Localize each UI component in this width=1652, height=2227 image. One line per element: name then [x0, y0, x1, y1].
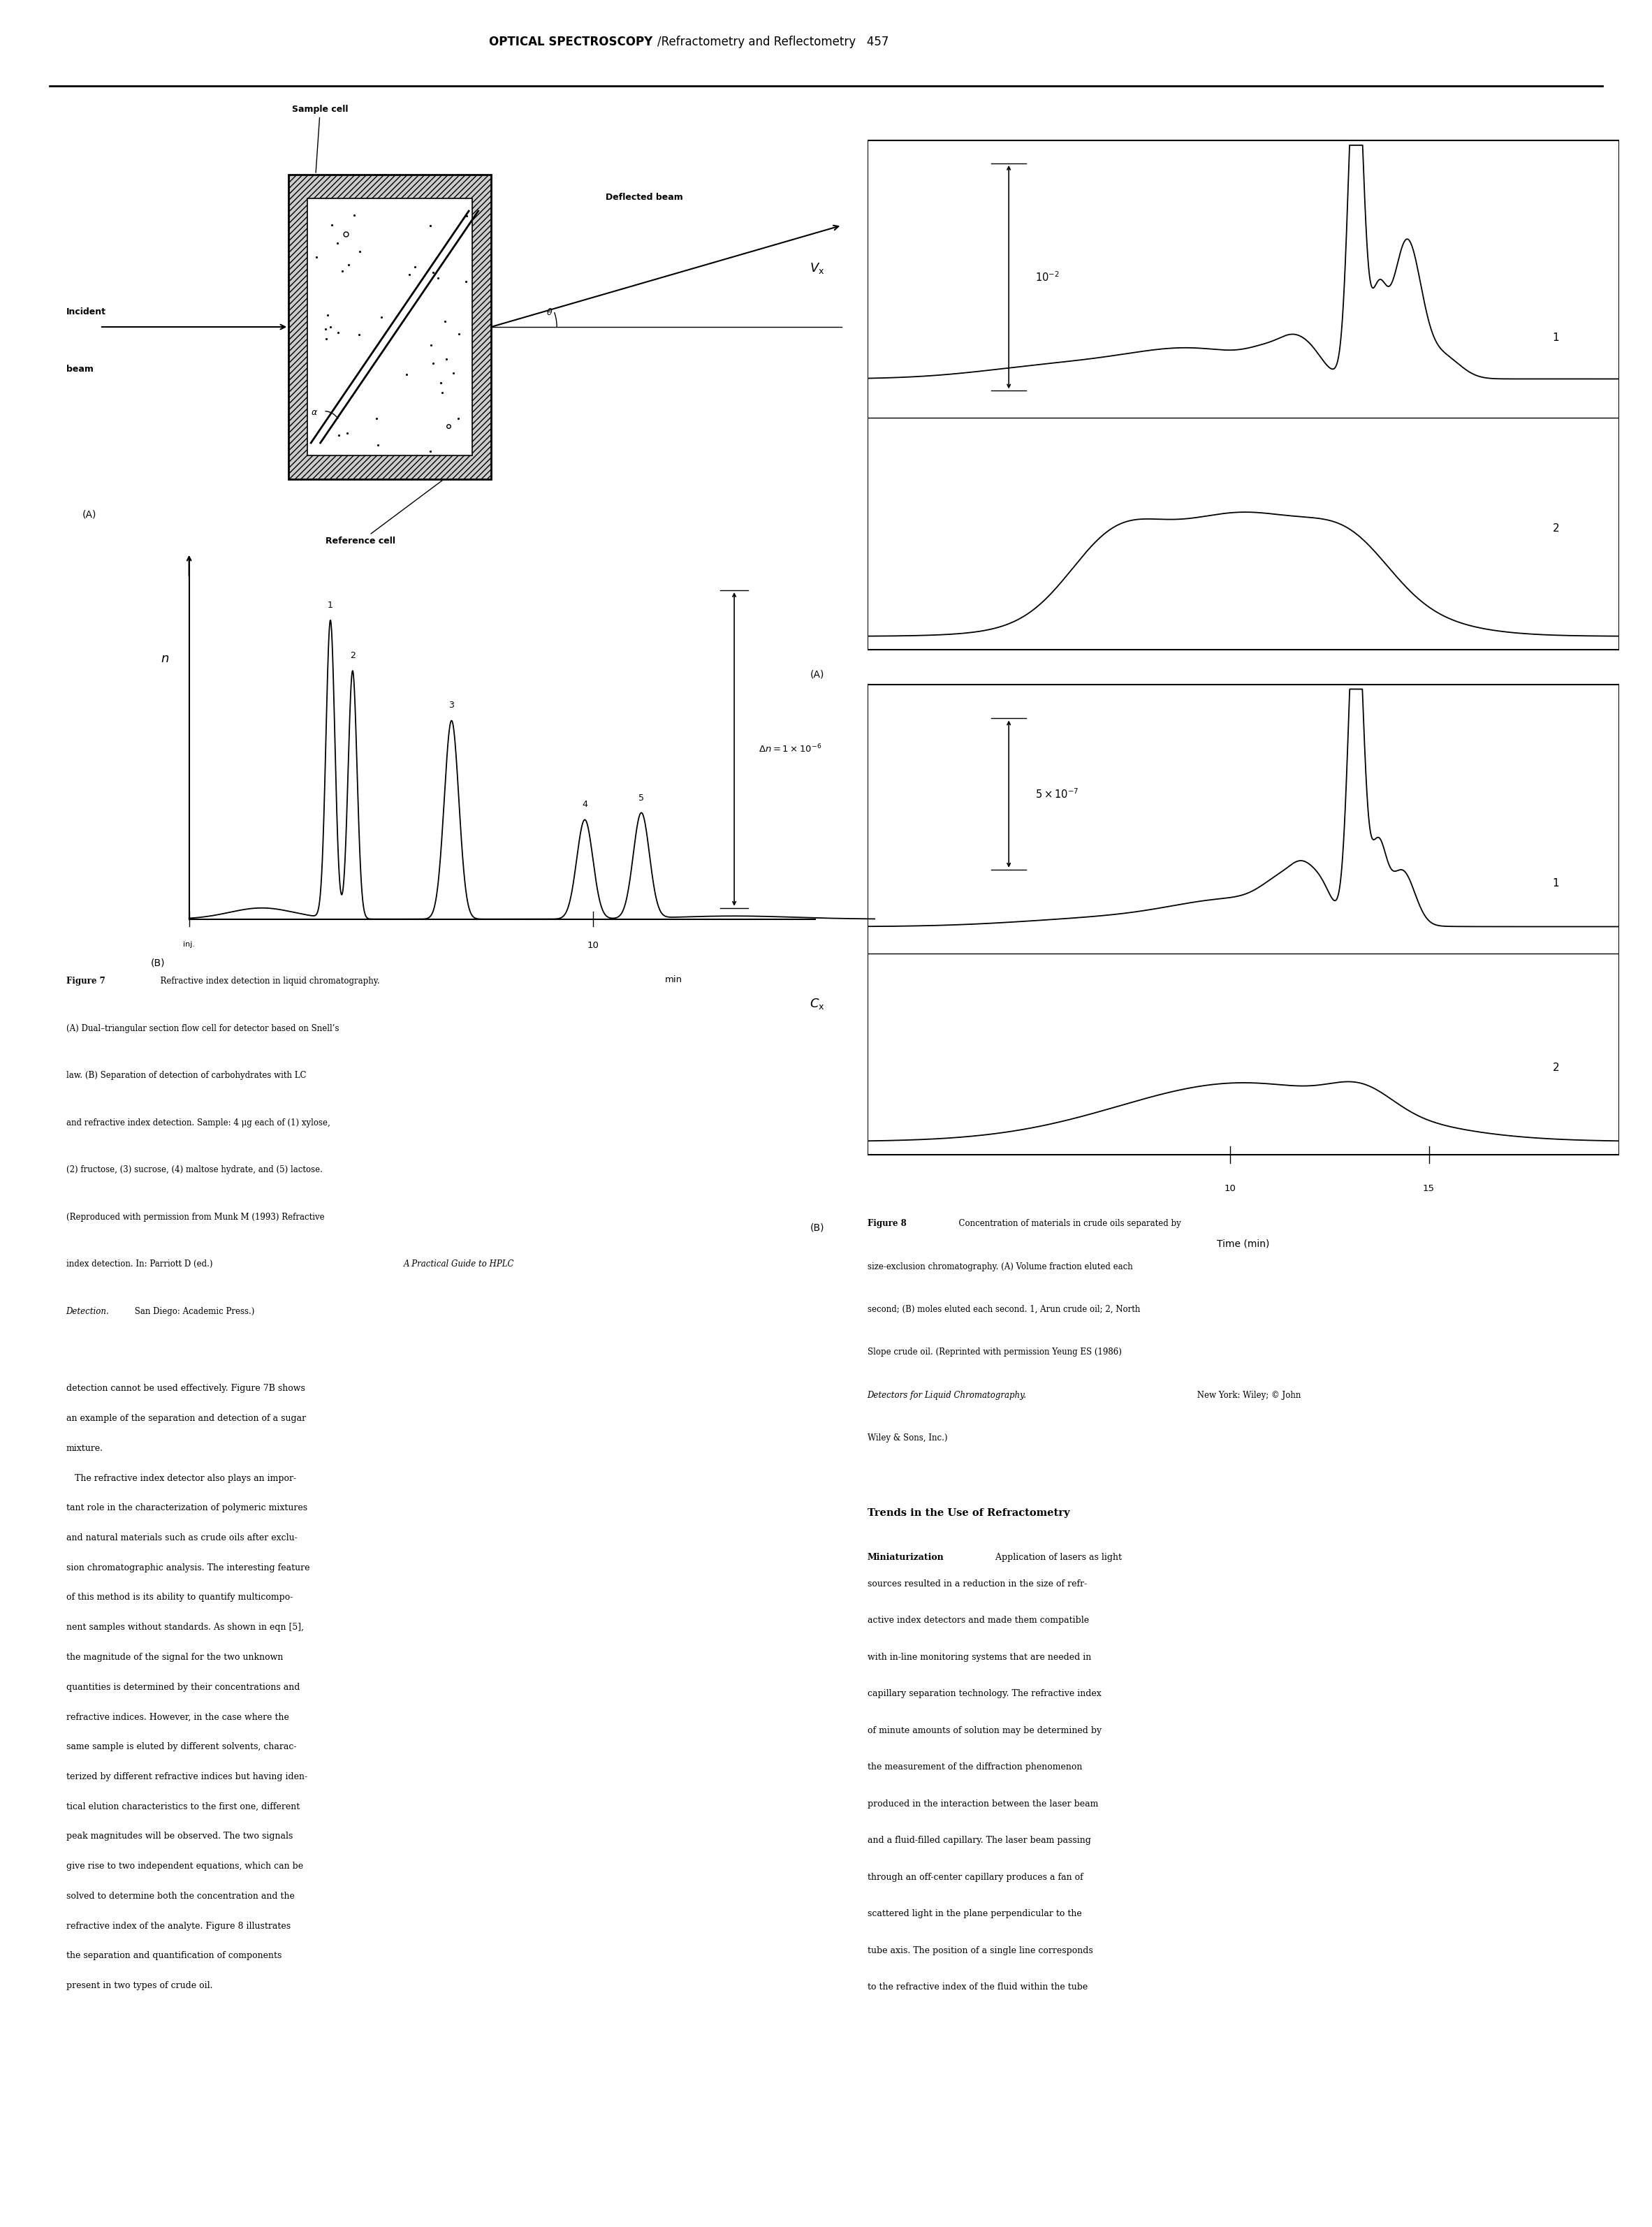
Text: $n$: $n$ — [160, 653, 169, 666]
Text: nent samples without standards. As shown in eqn [5],: nent samples without standards. As shown… — [66, 1623, 304, 1632]
Text: 3: 3 — [449, 699, 454, 710]
Text: inj.: inj. — [183, 940, 195, 949]
Text: (A): (A) — [83, 510, 96, 519]
Text: second; (B) moles eluted each second. 1, Arun crude oil; 2, North: second; (B) moles eluted each second. 1,… — [867, 1305, 1140, 1314]
Text: of this method is its ability to quantify multicompo-: of this method is its ability to quantif… — [66, 1592, 292, 1601]
Text: mixture.: mixture. — [66, 1443, 102, 1452]
Text: 2: 2 — [1553, 1062, 1559, 1073]
Text: the magnitude of the signal for the two unknown: the magnitude of the signal for the two … — [66, 1652, 282, 1661]
Text: and a fluid-filled capillary. The laser beam passing: and a fluid-filled capillary. The laser … — [867, 1835, 1090, 1846]
Text: $C_{\rm x}$: $C_{\rm x}$ — [809, 998, 824, 1011]
Text: 15: 15 — [1422, 1185, 1436, 1194]
Text: produced in the interaction between the laser beam: produced in the interaction between the … — [867, 1799, 1099, 1808]
Text: The refractive index detector also plays an impor-: The refractive index detector also plays… — [66, 1474, 296, 1483]
Text: sources resulted in a reduction in the size of refr-: sources resulted in a reduction in the s… — [867, 1579, 1087, 1588]
Text: tical elution characteristics to the first one, different: tical elution characteristics to the fir… — [66, 1802, 299, 1811]
Text: to the refractive index of the fluid within the tube: to the refractive index of the fluid wit… — [867, 1982, 1087, 1991]
Text: law. (B) Separation of detection of carbohydrates with LC: law. (B) Separation of detection of carb… — [66, 1071, 306, 1080]
Text: Miniaturization: Miniaturization — [867, 1552, 943, 1563]
Text: Deflected beam: Deflected beam — [606, 194, 682, 203]
Text: min: min — [664, 975, 682, 984]
Text: scattered light in the plane perpendicular to the: scattered light in the plane perpendicul… — [867, 1909, 1082, 1917]
Text: Trends in the Use of Refractometry: Trends in the Use of Refractometry — [867, 1508, 1069, 1519]
Text: 4: 4 — [582, 799, 588, 808]
Text: (A) Dual–triangular section flow cell for detector based on Snell’s: (A) Dual–triangular section flow cell fo… — [66, 1024, 339, 1033]
Text: $V_{\rm x}$: $V_{\rm x}$ — [809, 261, 824, 274]
Text: $\Delta n = 1 \times 10^{-6}$: $\Delta n = 1 \times 10^{-6}$ — [758, 744, 821, 755]
Text: New York: Wiley; © John: New York: Wiley; © John — [1194, 1390, 1300, 1401]
Text: (A): (A) — [809, 670, 824, 679]
Text: and refractive index detection. Sample: 4 μg each of (1) xylose,: and refractive index detection. Sample: … — [66, 1118, 330, 1127]
Bar — [307, 198, 472, 457]
Text: size-exclusion chromatography. (A) Volume fraction eluted each: size-exclusion chromatography. (A) Volum… — [867, 1263, 1133, 1272]
Text: Reference cell: Reference cell — [325, 481, 443, 546]
Text: (B): (B) — [150, 958, 165, 969]
Text: give rise to two independent equations, which can be: give rise to two independent equations, … — [66, 1862, 302, 1871]
Text: tant role in the characterization of polymeric mixtures: tant role in the characterization of pol… — [66, 1503, 307, 1512]
Text: Detection.: Detection. — [66, 1307, 109, 1316]
Text: sion chromatographic analysis. The interesting feature: sion chromatographic analysis. The inter… — [66, 1563, 309, 1572]
Text: 5: 5 — [639, 793, 644, 802]
Text: and natural materials such as crude oils after exclu-: and natural materials such as crude oils… — [66, 1534, 297, 1543]
Text: tube axis. The position of a single line corresponds: tube axis. The position of a single line… — [867, 1946, 1092, 1955]
Text: the separation and quantification of components: the separation and quantification of com… — [66, 1951, 281, 1960]
Text: 1: 1 — [1553, 332, 1559, 343]
Text: Concentration of materials in crude oils separated by: Concentration of materials in crude oils… — [953, 1220, 1181, 1229]
Text: 10: 10 — [586, 940, 598, 951]
Text: 1: 1 — [1553, 877, 1559, 889]
Text: present in two types of crude oil.: present in two types of crude oil. — [66, 1982, 213, 1991]
Text: Wiley & Sons, Inc.): Wiley & Sons, Inc.) — [867, 1434, 947, 1443]
Text: (Reproduced with permission from Munk M (1993) Refractive: (Reproduced with permission from Munk M … — [66, 1211, 324, 1223]
Text: Refractive index detection in liquid chromatography.: Refractive index detection in liquid chr… — [155, 978, 380, 987]
Text: $5 \times 10^{-7}$: $5 \times 10^{-7}$ — [1036, 788, 1079, 799]
Text: an example of the separation and detection of a sugar: an example of the separation and detecti… — [66, 1414, 306, 1423]
Text: $\alpha$: $\alpha$ — [311, 408, 317, 416]
Text: Slope crude oil. (Reprinted with permission Yeung ES (1986): Slope crude oil. (Reprinted with permiss… — [867, 1347, 1122, 1356]
Text: Application of lasers as light: Application of lasers as light — [990, 1552, 1122, 1563]
Text: active index detectors and made them compatible: active index detectors and made them com… — [867, 1617, 1089, 1626]
Text: Incident: Incident — [66, 307, 106, 316]
Text: the measurement of the diffraction phenomenon: the measurement of the diffraction pheno… — [867, 1764, 1082, 1773]
Text: terized by different refractive indices but having iden-: terized by different refractive indices … — [66, 1773, 307, 1782]
Text: Figure 7: Figure 7 — [66, 978, 106, 987]
Text: Time (min): Time (min) — [1218, 1238, 1269, 1249]
Text: Figure 8: Figure 8 — [867, 1220, 907, 1229]
Text: with in-line monitoring systems that are needed in: with in-line monitoring systems that are… — [867, 1652, 1090, 1661]
Text: /Refractometry and Reflectometry   457: /Refractometry and Reflectometry 457 — [657, 36, 889, 49]
Text: of minute amounts of solution may be determined by: of minute amounts of solution may be det… — [867, 1726, 1102, 1735]
Text: $\theta$: $\theta$ — [547, 307, 553, 316]
Text: through an off-center capillary produces a fan of: through an off-center capillary produces… — [867, 1873, 1084, 1882]
Text: (2) fructose, (3) sucrose, (4) maltose hydrate, and (5) lactose.: (2) fructose, (3) sucrose, (4) maltose h… — [66, 1165, 322, 1174]
Text: solved to determine both the concentration and the: solved to determine both the concentrati… — [66, 1891, 294, 1902]
Text: beam: beam — [66, 365, 93, 374]
Text: 1: 1 — [327, 601, 334, 610]
Text: index detection. In: Parriott D (ed.): index detection. In: Parriott D (ed.) — [66, 1260, 215, 1269]
Text: quantities is determined by their concentrations and: quantities is determined by their concen… — [66, 1684, 299, 1693]
Text: San Diego: Academic Press.): San Diego: Academic Press.) — [132, 1307, 254, 1316]
Text: capillary separation technology. The refractive index: capillary separation technology. The ref… — [867, 1690, 1102, 1699]
Text: 10: 10 — [1224, 1185, 1236, 1194]
Text: same sample is eluted by different solvents, charac-: same sample is eluted by different solve… — [66, 1742, 296, 1750]
Text: detection cannot be used effectively. Figure 7B shows: detection cannot be used effectively. Fi… — [66, 1383, 306, 1394]
Text: (B): (B) — [809, 1223, 824, 1232]
Text: OPTICAL SPECTROSCOPY: OPTICAL SPECTROSCOPY — [489, 36, 653, 49]
Text: peak magnitudes will be observed. The two signals: peak magnitudes will be observed. The tw… — [66, 1833, 292, 1842]
Text: refractive indices. However, in the case where the: refractive indices. However, in the case… — [66, 1713, 289, 1721]
Text: refractive index of the analyte. Figure 8 illustrates: refractive index of the analyte. Figure … — [66, 1922, 291, 1931]
Bar — [289, 174, 491, 479]
Text: Detectors for Liquid Chromatography.: Detectors for Liquid Chromatography. — [867, 1390, 1026, 1401]
Text: Sample cell: Sample cell — [292, 105, 349, 174]
Text: 2: 2 — [350, 650, 355, 659]
Text: 2: 2 — [1553, 523, 1559, 534]
Text: $10^{-2}$: $10^{-2}$ — [1036, 269, 1059, 283]
Text: A Practical Guide to HPLC: A Practical Guide to HPLC — [403, 1260, 514, 1269]
